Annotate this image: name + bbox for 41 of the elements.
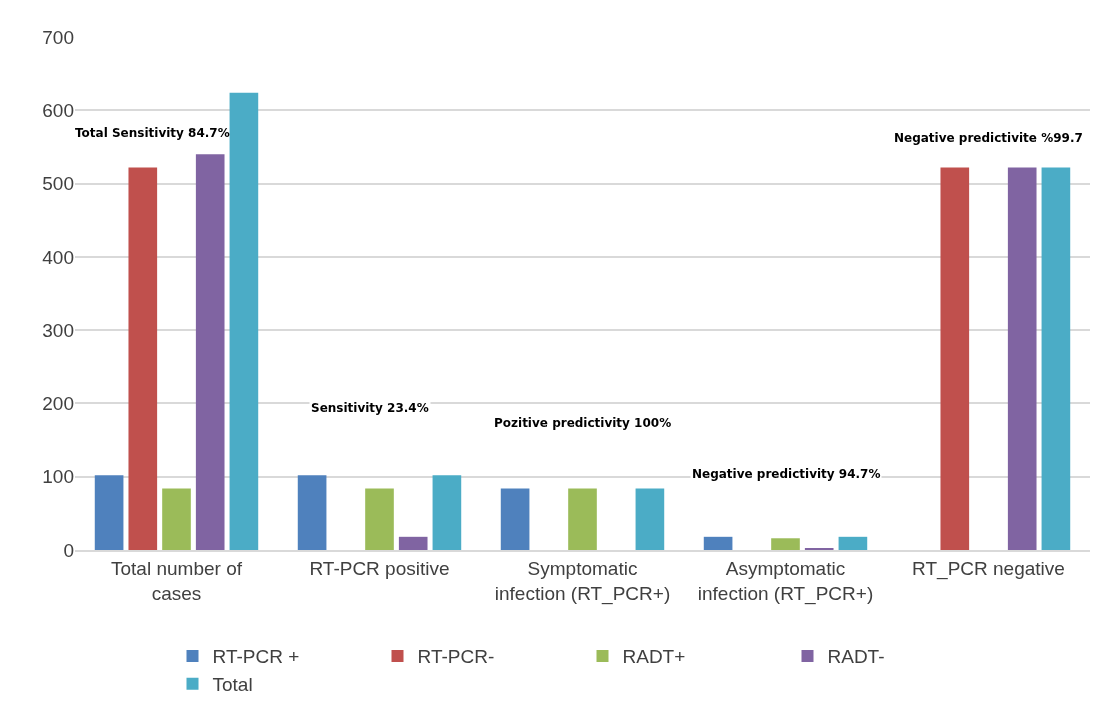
bar xyxy=(128,167,158,550)
y-tick-label: 200 xyxy=(42,393,74,415)
bar xyxy=(398,536,428,550)
y-tick-label: 400 xyxy=(42,246,74,268)
bar xyxy=(568,488,597,550)
legend-label: Total xyxy=(212,674,253,696)
bar xyxy=(365,488,394,550)
x-tick-label: Total number of cases xyxy=(111,557,243,604)
y-tick-label: 0 xyxy=(63,539,74,561)
bar xyxy=(94,475,124,550)
annotation: Total Sensitivity 84.7% xyxy=(75,126,230,140)
bar xyxy=(838,536,868,550)
y-tick-label: 600 xyxy=(42,99,74,121)
annotation: Pozitive predictivity 100% xyxy=(494,416,672,430)
bar xyxy=(940,167,970,550)
bar xyxy=(1041,167,1071,550)
bar xyxy=(229,92,259,550)
bar xyxy=(162,488,191,550)
bar xyxy=(500,488,530,550)
bar xyxy=(771,538,800,550)
legend-label: RADT- xyxy=(827,646,885,668)
bar xyxy=(432,475,462,550)
x-tick-label: RT-PCR positive xyxy=(309,557,450,579)
annotation: Sensitivity 23.4% xyxy=(311,401,429,415)
legend-label: RT-PCR + xyxy=(212,646,300,668)
annotation: Negative predictivity 94.7% xyxy=(692,467,881,481)
y-tick-label: 100 xyxy=(42,466,74,488)
y-tick-label: 500 xyxy=(42,173,74,195)
bar xyxy=(297,475,327,550)
legend-label: RT-PCR- xyxy=(417,646,495,668)
bar xyxy=(635,488,665,550)
annotation: Negative predictivite %99.7 xyxy=(894,131,1083,145)
y-tick-label: 700 xyxy=(42,26,74,48)
x-tick-label: RT_PCR negative xyxy=(912,557,1065,580)
x-tick-label: Symptomatic infection (RT_PCR+) xyxy=(494,557,671,605)
y-tick-label: 300 xyxy=(42,319,74,341)
bar xyxy=(1007,167,1037,550)
legend-label: RADT+ xyxy=(622,646,686,668)
bar xyxy=(703,536,733,550)
bar xyxy=(195,154,225,550)
x-tick-label: Asymptomatic infection (RT_PCR+) xyxy=(697,557,874,605)
